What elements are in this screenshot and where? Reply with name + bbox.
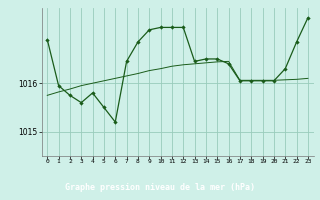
Text: Graphe pression niveau de la mer (hPa): Graphe pression niveau de la mer (hPa) — [65, 183, 255, 192]
